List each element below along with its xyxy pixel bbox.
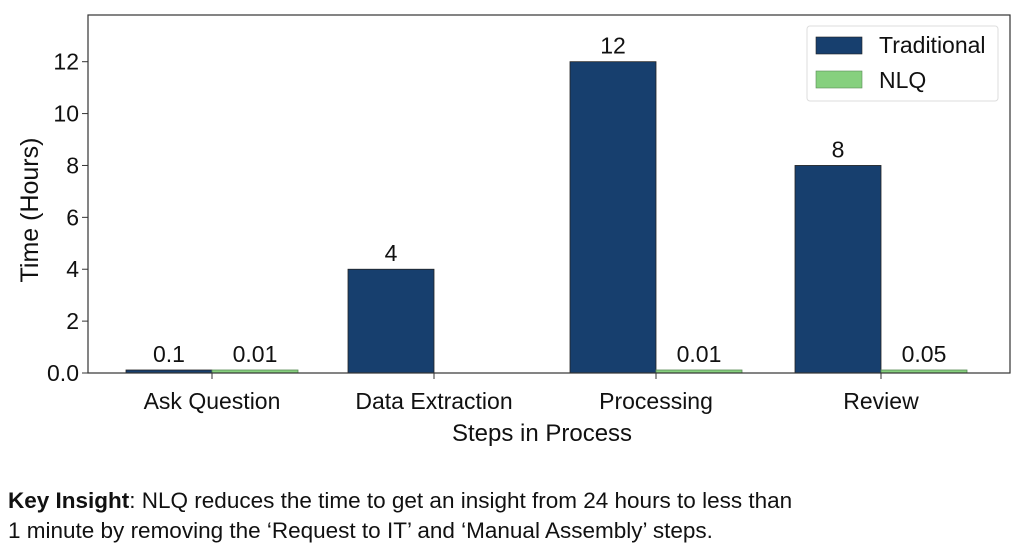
y-tick-label: 12 [53, 49, 79, 75]
x-axis-label: Steps in Process [452, 420, 632, 447]
caption-bold: Key Insight [8, 488, 130, 513]
y-tick-label: 2 [66, 308, 79, 334]
caption-line-1: Key Insight: NLQ reduces the time to get… [8, 488, 793, 513]
legend-swatch-nlq [815, 70, 863, 89]
legend-swatch-traditional [815, 36, 863, 55]
bar-traditional-processing [569, 61, 657, 374]
bar-traditional-data-extraction [347, 268, 435, 374]
y-tick-label: 0.0 [47, 360, 79, 386]
x-tick-label: Ask Question [144, 388, 281, 414]
x-tick-label: Review [843, 388, 919, 414]
caption-line-2: 1 minute by removing the ‘Request to IT’… [8, 518, 713, 543]
data-label: 8 [832, 136, 845, 162]
legend-label-nlq: NLQ [879, 67, 926, 93]
y-axis-label: Time (Hours) [16, 138, 44, 283]
key-insight-caption: Key Insight: NLQ reduces the time to get… [8, 486, 792, 546]
data-label: 0.01 [233, 341, 278, 367]
data-label: 0.01 [677, 341, 722, 367]
x-tick-label: Processing [599, 388, 713, 414]
plot-frame [87, 14, 1011, 374]
data-label: 0.1 [153, 341, 185, 367]
y-tick-label: 6 [66, 204, 79, 230]
y-tick-label: 8 [66, 152, 79, 178]
bar-chart: 0.1 4 12 8 0.01 0.01 0.05 0.0 2 4 6 8 10 12 Ask Quest… [16, 14, 1011, 447]
legend: Traditional NLQ [806, 25, 999, 102]
data-label: 4 [385, 240, 398, 266]
data-label: 0.05 [902, 341, 947, 367]
legend-label-traditional: Traditional [879, 32, 986, 58]
data-label: 12 [600, 33, 626, 59]
y-tick-label: 4 [66, 256, 79, 282]
y-tick-label: 10 [53, 101, 79, 127]
bar-traditional-review [794, 165, 882, 374]
x-tick-label: Data Extraction [355, 388, 512, 414]
